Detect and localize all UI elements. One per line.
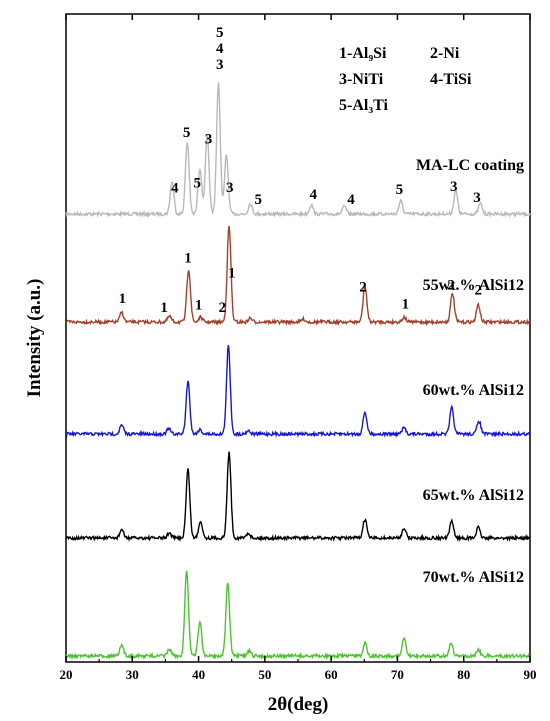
peak-label: 5 bbox=[193, 176, 201, 192]
peak-label: 4 bbox=[309, 187, 317, 203]
x-tick-label: 50 bbox=[258, 667, 271, 682]
peak-label: 3 bbox=[216, 57, 224, 73]
peak-label: 5 bbox=[396, 182, 404, 198]
peak-label: 2 bbox=[219, 300, 227, 316]
peak-label: 1 bbox=[184, 250, 192, 266]
peak-label: 2 bbox=[475, 283, 483, 299]
series-line bbox=[65, 225, 531, 327]
series-line bbox=[65, 345, 531, 439]
series-label: 65wt.% AlSi12 bbox=[423, 487, 524, 504]
x-tick-label: 40 bbox=[192, 667, 205, 682]
peak-label: 4 bbox=[216, 41, 224, 57]
series-label: MA-LC coating bbox=[416, 157, 524, 174]
legend: 1-Al₉Si 2-Ni 3-NiTi 4-TiSi 5-Al₃Ti bbox=[339, 45, 472, 114]
x-axis-title: 2θ(deg) bbox=[268, 694, 329, 715]
y-axis-title: Intensity (a.u.) bbox=[24, 279, 45, 398]
peak-label: 1 bbox=[195, 297, 203, 313]
legend-entry-niti: 3-NiTi bbox=[339, 71, 384, 88]
series-label: 55wt.% AlSi12 bbox=[423, 277, 524, 294]
series-traces bbox=[65, 82, 531, 661]
peak-label: 4 bbox=[171, 180, 179, 196]
series-line bbox=[65, 451, 531, 543]
peak-label: 3 bbox=[226, 180, 234, 196]
peak-label: 3 bbox=[450, 179, 458, 195]
peak-label: 4 bbox=[347, 192, 355, 208]
legend-entry-tisi: 4-TiSi bbox=[430, 71, 472, 88]
series-line bbox=[65, 82, 531, 219]
peak-label: 5 bbox=[216, 25, 224, 41]
x-axis-ticks: 20 30 40 50 60 70 80 90 bbox=[60, 14, 537, 682]
legend-entry-ni: 2-Ni bbox=[430, 45, 460, 62]
peak-label: 2 bbox=[447, 278, 455, 294]
peak-label: 5 bbox=[254, 192, 262, 208]
series-line bbox=[65, 570, 531, 661]
legend-entry-al3ti: 5-Al₃Ti bbox=[339, 97, 389, 114]
peak-label: 1 bbox=[402, 296, 410, 312]
peak-label: 1 bbox=[228, 265, 236, 281]
legend-entry-al9si: 1-Al₉Si bbox=[339, 45, 387, 62]
series-labels: MA-LC coating 55wt.% AlSi12 60wt.% AlSi12 6… bbox=[416, 157, 524, 586]
series-label: 60wt.% AlSi12 bbox=[423, 382, 524, 399]
x-tick-label: 90 bbox=[524, 667, 537, 682]
series-label: 70wt.% AlSi12 bbox=[423, 569, 524, 586]
peak-label: 2 bbox=[359, 279, 367, 295]
plot-frame bbox=[65, 13, 531, 663]
x-tick-label: 20 bbox=[60, 667, 73, 682]
x-tick-label: 60 bbox=[325, 667, 338, 682]
peak-label: 3 bbox=[473, 190, 481, 206]
x-tick-label: 80 bbox=[457, 667, 470, 682]
peak-label: 1 bbox=[160, 300, 168, 316]
x-tick-label: 70 bbox=[391, 667, 404, 682]
peak-label: 5 bbox=[183, 125, 191, 141]
peak-label: 3 bbox=[205, 132, 213, 148]
x-tick-label: 30 bbox=[126, 667, 139, 682]
peak-label: 1 bbox=[119, 291, 127, 307]
